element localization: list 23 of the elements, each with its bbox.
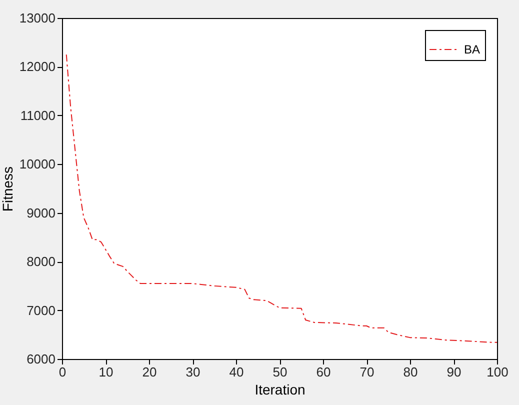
y-tick-label: 13000 — [19, 10, 56, 26]
y-tick-label: 9000 — [26, 205, 56, 220]
y-tick-label: 6000 — [26, 352, 56, 366]
y-tick-label: 8000 — [26, 254, 56, 270]
x-tick-label: 80 — [403, 364, 418, 380]
y-tick-label: 10000 — [19, 156, 56, 172]
x-tick-label: 90 — [446, 364, 462, 380]
x-tick-label: 0 — [58, 364, 66, 380]
legend-label: BA — [464, 42, 480, 56]
x-tick-label: 40 — [229, 364, 244, 380]
x-axis-title: Iteration — [254, 382, 306, 398]
x-tick-label: 20 — [142, 364, 157, 380]
y-tick-label: 7000 — [26, 302, 56, 318]
y-axis-title: Fitness — [0, 166, 16, 212]
x-tick-label: 70 — [360, 364, 374, 380]
y-tick-label: 11000 — [20, 108, 56, 123]
x-tick-label: 60 — [316, 364, 331, 380]
y-tick-label: 12000 — [19, 59, 56, 74]
x-tick-label: 30 — [186, 364, 200, 380]
x-tick-label: 100 — [486, 364, 508, 380]
x-tick-label: 50 — [272, 364, 288, 380]
line-series — [66, 54, 498, 343]
x-tick-label: 10 — [98, 364, 114, 380]
